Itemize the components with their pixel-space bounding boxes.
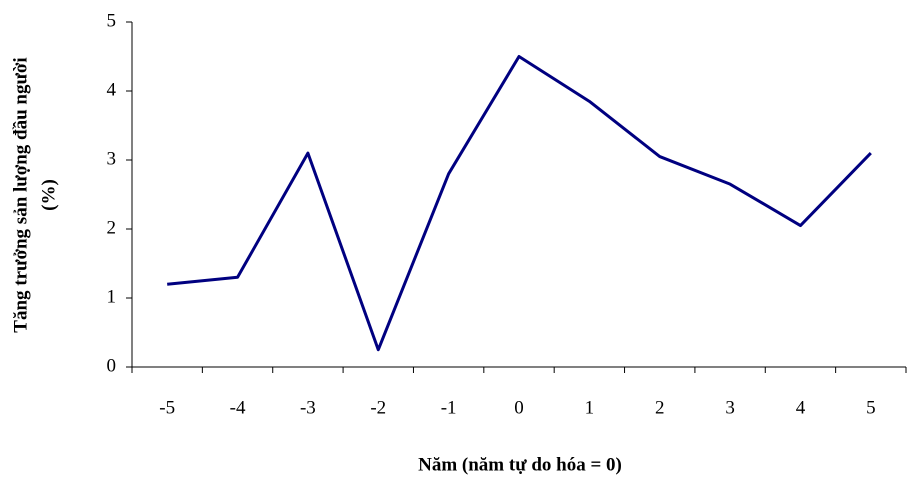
- y-tick-label: 1: [107, 286, 117, 307]
- x-tick-label: 2: [655, 397, 665, 418]
- x-axis-label: Năm (năm tự do hóa = 0): [418, 454, 622, 475]
- data-line: [167, 55, 872, 352]
- x-tick-label: 3: [725, 397, 735, 418]
- y-tick-label: 2: [107, 217, 117, 238]
- y-tick-label: 4: [107, 79, 117, 100]
- x-tick-label: -1: [441, 397, 457, 418]
- y-axis-label: Tăng trưởng sản lượng đầu người: [10, 57, 31, 332]
- x-tick-label: 5: [866, 397, 876, 418]
- x-tick-label: -2: [370, 397, 386, 418]
- y-tick-label: 3: [107, 148, 117, 169]
- x-tick-label: 4: [796, 397, 806, 418]
- x-tick-label: -5: [159, 397, 175, 418]
- x-tick-label: 1: [585, 397, 595, 418]
- y-tick-label: 0: [107, 355, 117, 376]
- y-tick-label: 5: [107, 10, 117, 31]
- x-tick-label: -4: [230, 397, 246, 418]
- x-tick-label: -3: [300, 397, 316, 418]
- y-axis-label: (%): [38, 179, 59, 211]
- x-tick-label: 0: [514, 397, 524, 418]
